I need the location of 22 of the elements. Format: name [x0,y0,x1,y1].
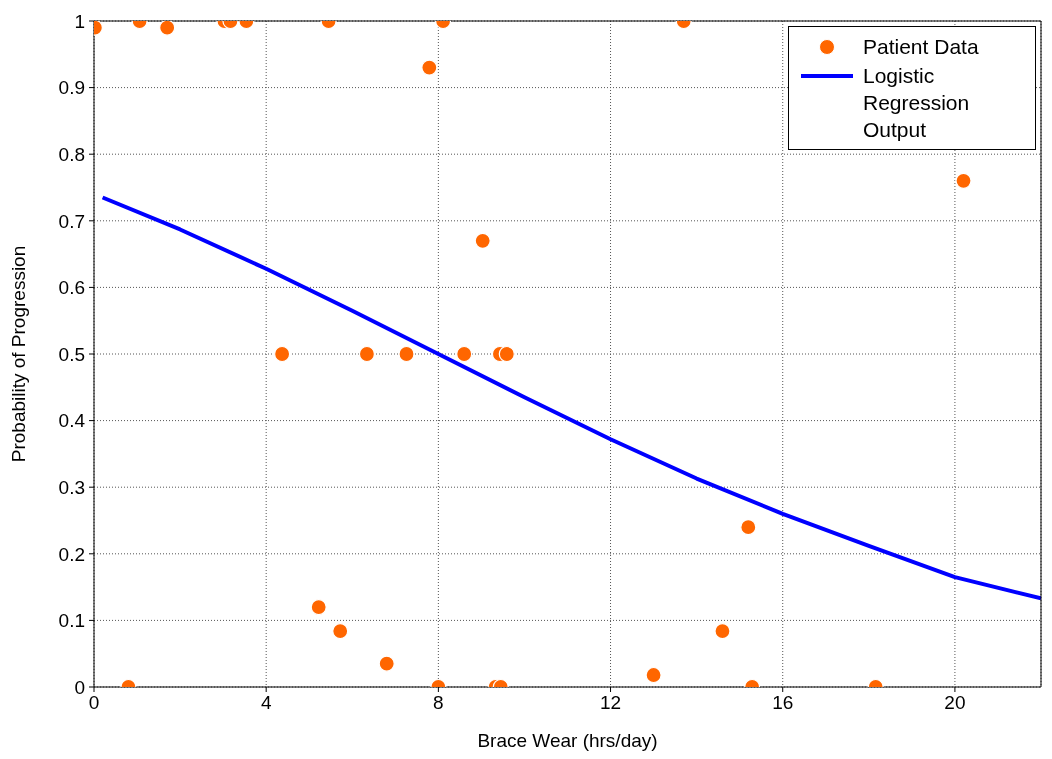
y-tick-label: 0.4 [58,410,86,432]
y-tick-label: 0.9 [58,77,85,99]
y-axis-title: Probability of Progression [7,245,29,463]
x-tick-label: 8 [433,692,444,714]
y-tick-label: 0.5 [58,343,85,365]
y-tick-label: 0.6 [58,277,85,299]
x-tick-label: 16 [772,692,794,714]
y-tick-label: 0.3 [58,476,85,498]
y-tick-label: 0.1 [58,610,85,632]
y-tick-label: 0.8 [58,143,85,165]
x-tick-label: 20 [944,692,966,714]
y-tick-label: 0.2 [58,543,85,565]
x-tick-label: 0 [88,692,100,714]
x-axis-title: Brace Wear (hrs/day) [477,730,658,751]
legend-label: Patient Data [863,34,979,60]
y-tick-label: 0.7 [58,210,85,232]
x-tick-label: 12 [599,692,622,714]
y-tick-label: 0 [74,676,85,698]
legend-label: Logistic Regression Output [863,63,971,143]
line-series [100,195,1041,601]
y-tick-label: 1 [74,10,85,32]
x-tick-label: 4 [260,692,272,714]
